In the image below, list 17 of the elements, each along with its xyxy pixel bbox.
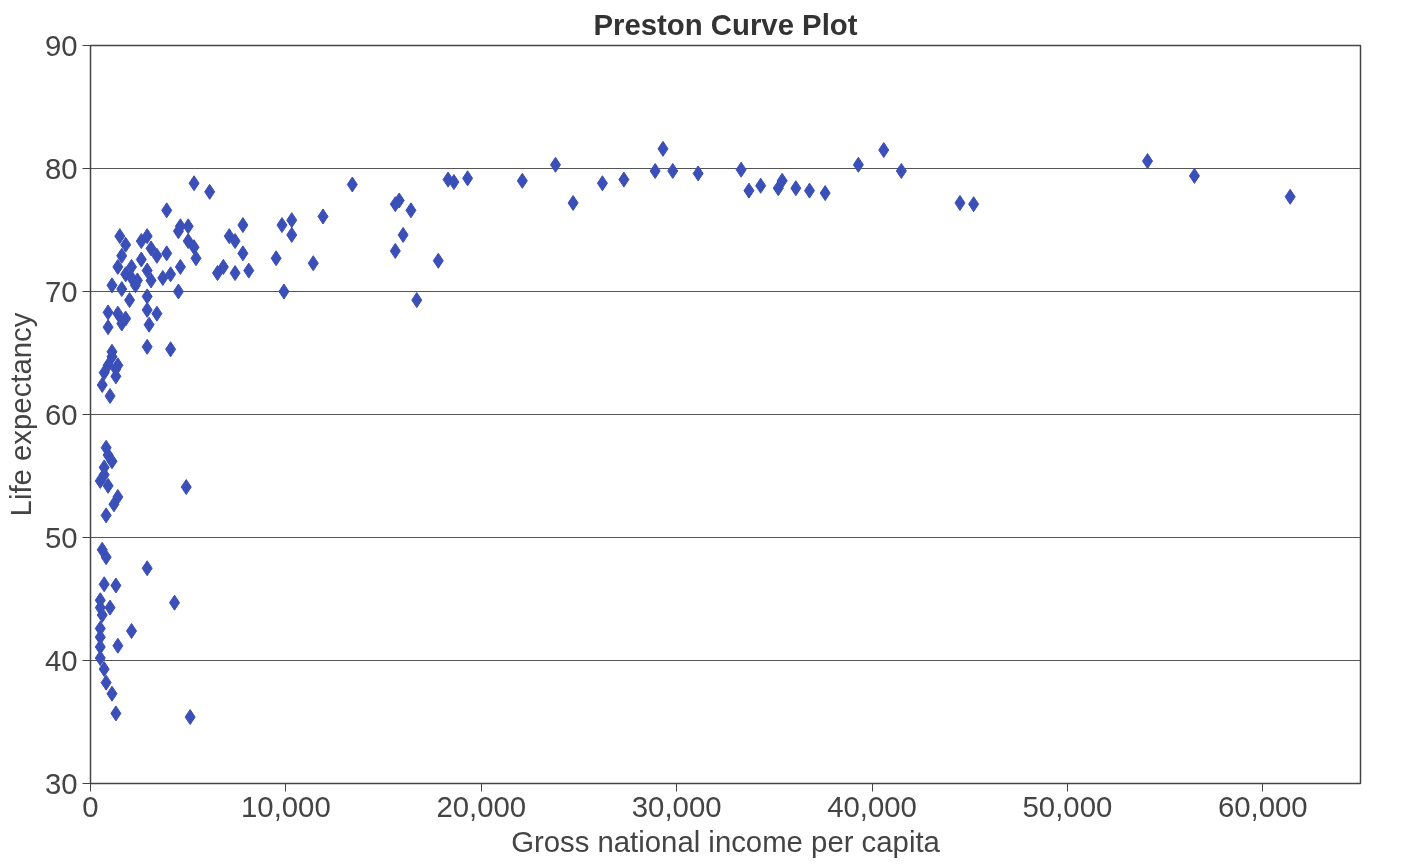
x-tick-label: 30,000	[631, 789, 722, 823]
x-tick-label: 20,000	[436, 789, 527, 823]
y-tick-label: 80	[44, 151, 78, 185]
y-tick-label: 60	[44, 397, 78, 431]
x-tick-label: 0	[82, 789, 99, 823]
y-tick-label: 30	[44, 766, 78, 800]
x-tick-label: 60,000	[1217, 789, 1308, 823]
y-tick-label: 70	[44, 274, 78, 308]
y-tick-label: 50	[44, 520, 78, 554]
x-tick-label: 50,000	[1022, 789, 1113, 823]
x-tick-label: 40,000	[827, 789, 917, 823]
y-axis-title: Life expectancy	[3, 312, 37, 517]
y-tick-label: 40	[44, 643, 78, 677]
y-tick-label: 90	[44, 28, 78, 62]
x-tick-label: 10,000	[241, 789, 331, 823]
x-axis-title: Gross national income per capita	[511, 824, 941, 858]
chart-title: Preston Curve Plot	[593, 7, 858, 41]
